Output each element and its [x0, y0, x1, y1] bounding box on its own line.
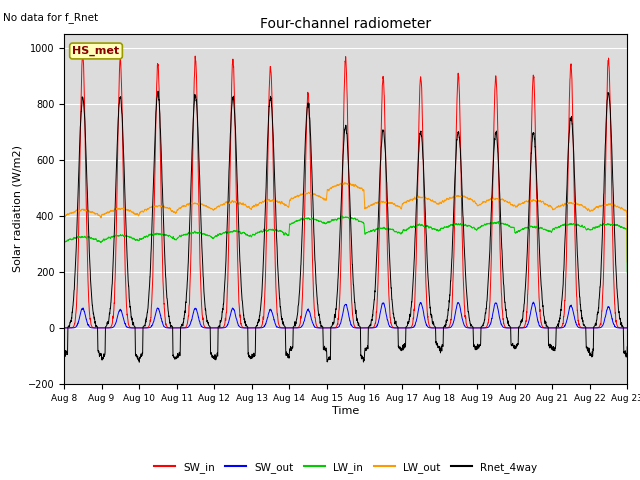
LW_in [623, 269, 631, 275]
Title: Four-channel radiometer: Four-channel radiometer [260, 17, 431, 31]
LW_in [623, 227, 630, 232]
Rnet_4way [504, 319, 512, 324]
LW_out [472, 201, 480, 206]
SW_out [623, 325, 631, 331]
LW_out [161, 204, 169, 210]
Rnet_4way [162, 271, 170, 277]
LW_in [441, 225, 449, 230]
SW_out [623, 325, 630, 331]
SW_in [623, 325, 631, 331]
LW_in [60, 276, 68, 282]
LW_in [504, 222, 512, 228]
Text: No data for f_Rnet: No data for f_Rnet [3, 12, 99, 23]
Line: LW_out: LW_out [64, 182, 627, 264]
SW_out [472, 325, 479, 331]
LW_out [441, 197, 449, 203]
LW_out [623, 259, 631, 265]
Y-axis label: Solar radiation (W/m2): Solar radiation (W/m2) [12, 145, 22, 272]
Line: SW_in: SW_in [64, 52, 627, 328]
SW_out [529, 299, 537, 305]
Rnet_4way [623, 351, 630, 357]
SW_out [324, 325, 332, 331]
LW_in [338, 213, 346, 218]
SW_in [504, 325, 512, 331]
Rnet_4way [325, 355, 333, 361]
SW_in [79, 49, 86, 55]
Legend: SW_in, SW_out, LW_in, LW_out, Rnet_4way: SW_in, SW_out, LW_in, LW_out, Rnet_4way [150, 457, 541, 477]
LW_out [623, 209, 630, 215]
SW_in [161, 318, 169, 324]
Rnet_4way [472, 345, 480, 351]
LW_out [324, 188, 332, 193]
SW_in [623, 325, 630, 331]
Rnet_4way [441, 323, 449, 328]
Line: Rnet_4way: Rnet_4way [64, 91, 627, 362]
Rnet_4way [154, 88, 162, 94]
LW_out [504, 199, 512, 205]
SW_out [441, 325, 449, 331]
Rnet_4way [60, 345, 68, 351]
X-axis label: Time: Time [332, 406, 359, 416]
Line: LW_in: LW_in [64, 216, 627, 279]
Rnet_4way [623, 344, 631, 350]
SW_in [325, 325, 333, 331]
SW_in [60, 325, 68, 331]
SW_out [60, 325, 68, 331]
SW_in [441, 325, 449, 331]
SW_out [161, 324, 169, 330]
Line: SW_out: SW_out [64, 302, 627, 328]
LW_in [324, 219, 332, 225]
LW_in [161, 232, 169, 238]
SW_out [504, 325, 511, 331]
SW_in [472, 325, 480, 331]
LW_in [472, 226, 480, 232]
Rnet_4way [136, 360, 143, 365]
LW_out [341, 180, 349, 185]
Text: HS_met: HS_met [72, 46, 120, 56]
LW_out [60, 262, 68, 267]
